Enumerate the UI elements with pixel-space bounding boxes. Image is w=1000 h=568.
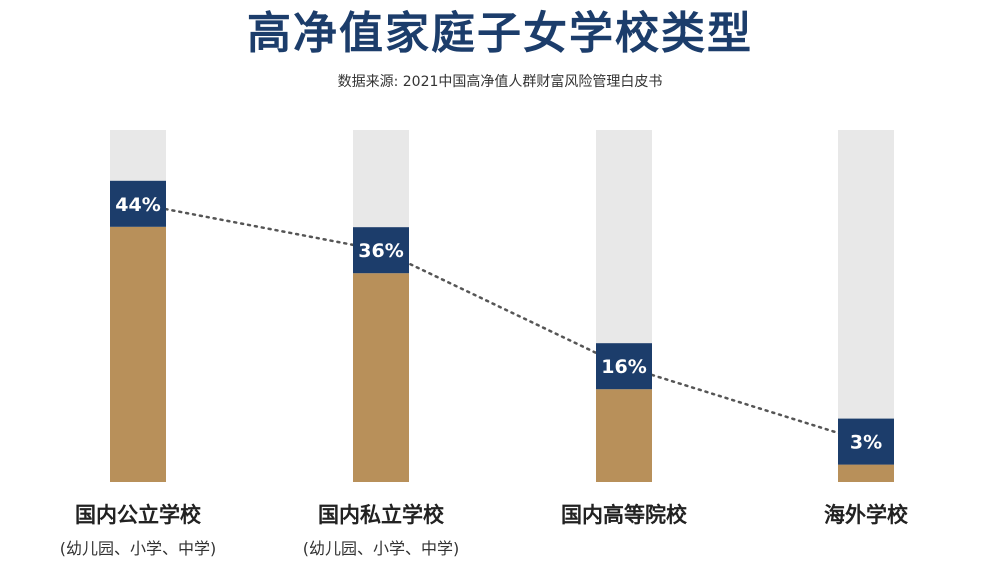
category-note: (幼儿园、小学、中学) [59,539,217,558]
value-label-box [353,227,409,274]
value-label: 3% [850,432,882,454]
chart-source: 数据来源: 2021中国高净值人群财富风险管理白皮书 [337,74,663,90]
value-label: 36% [358,240,403,262]
value-label-box [110,180,166,227]
bar [838,464,894,482]
bar [353,273,409,482]
category-label: 国内公立学校 [75,503,201,527]
category-label: 国内高等院校 [561,503,687,527]
category-note: (幼儿园、小学、中学) [302,539,460,558]
value-label-box [596,343,652,390]
value-label: 16% [601,356,646,378]
category-label: 国内私立学校 [318,503,444,527]
chart-title: 高净值家庭子女学校类型 [247,8,753,59]
value-label: 44% [115,194,160,216]
category-label: 海外学校 [824,503,908,527]
bar [596,389,652,482]
bar [110,226,166,482]
trend-line [136,202,868,443]
value-label-box [838,418,894,465]
